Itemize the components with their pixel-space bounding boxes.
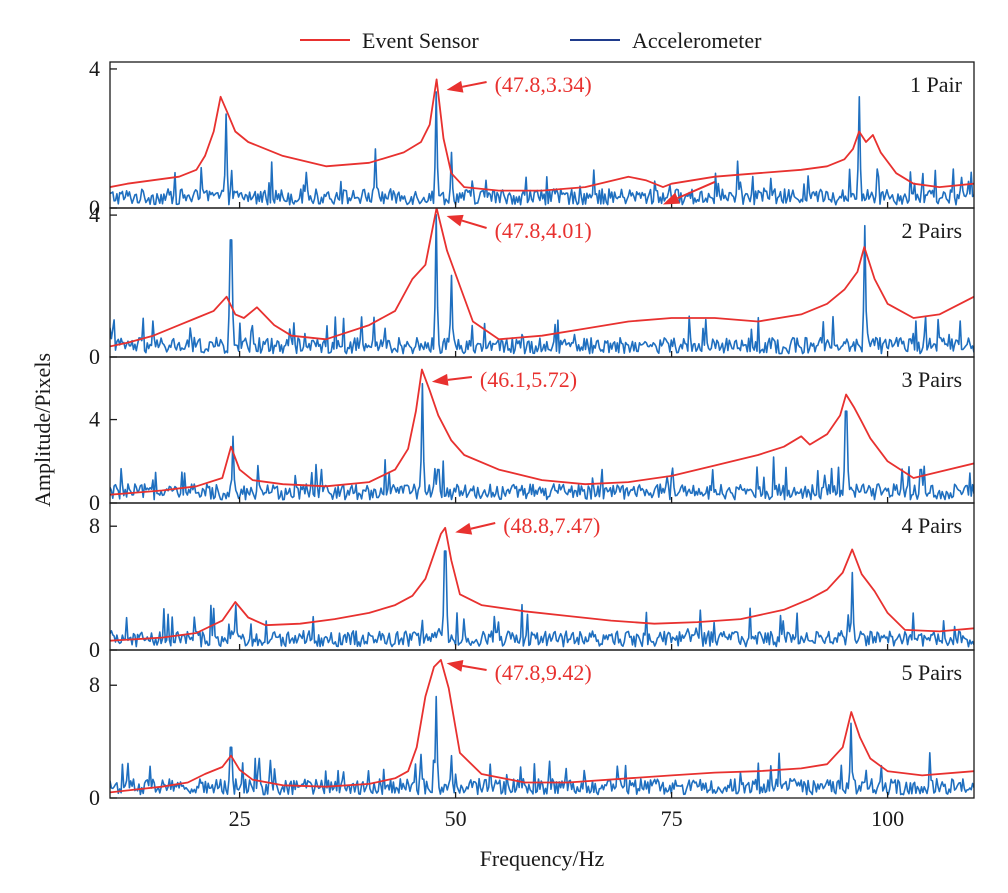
accelerometer-trace-3-pairs — [110, 382, 974, 501]
accelerometer-trace-5-pairs — [110, 695, 974, 796]
legend-label-accelerometer: Accelerometer — [632, 28, 762, 53]
panel-frame-5-pairs — [109, 649, 975, 799]
y-tick-label-3-pairs-4: 4 — [89, 407, 100, 432]
panel-2-pairs: 0 4 2 Pairs (47.8,4.01) — [89, 202, 975, 369]
panel-label-5-pairs: 5 Pairs — [902, 660, 963, 685]
panels: 041 Pair(47.8,3.34)042 Pairs(47.8,4.01)0… — [89, 56, 975, 810]
annotation-label-1-pair: (47.8,3.34) — [495, 72, 592, 97]
annotation-arrow-2-pairs — [461, 219, 487, 229]
series-event-sensor-4-pairs — [110, 526, 974, 642]
y-axis-title: Amplitude/Pixels — [30, 353, 55, 507]
annotation-arrow-secondary — [677, 181, 716, 200]
panel-label-2-pairs: 2 Pairs — [902, 218, 963, 243]
annotation-label-3-pairs: (46.1,5.72) — [480, 367, 577, 392]
accelerometer-trace-2-pairs — [110, 213, 974, 355]
y-tick-label-4-pairs-0: 0 — [89, 637, 100, 662]
annotation-arrowhead-secondary — [662, 192, 681, 205]
panel-label-4-pairs: 4 Pairs — [902, 513, 963, 538]
series-event-sensor-1-pair — [110, 78, 974, 192]
legend: Event Sensor Accelerometer — [300, 28, 762, 53]
panel-4-pairs: 0 8 4 Pairs (48.8,7.47) — [89, 502, 975, 662]
x-axis: 25 50 75 100 — [229, 806, 904, 831]
panel-3-pairs: 0 4 3 Pairs (46.1,5.72) — [89, 356, 975, 515]
x-axis-title: Frequency/Hz — [480, 846, 605, 871]
panel-label-1-pair: 1 Pair — [910, 72, 963, 97]
annotation-arrow-5-pairs — [462, 664, 487, 671]
y-tick-label-1-pair-4: 4 — [89, 56, 100, 81]
series-accelerometer-4-pairs — [110, 550, 974, 648]
annotation-arrow-3-pairs — [447, 376, 473, 381]
annotation-arrow-1-pair — [462, 81, 487, 88]
series-accelerometer-3-pairs — [110, 382, 974, 501]
annotation-arrowhead-5-pairs — [446, 659, 464, 672]
panel-1-pair: 0 4 1 Pair (47.8,3.34) — [89, 56, 975, 220]
panel-5-pairs: 0 8 5 Pairs (47.8,9.42) — [89, 649, 975, 810]
accelerometer-trace-4-pairs — [110, 550, 974, 648]
series-event-sensor-5-pairs — [110, 659, 974, 794]
annotation-arrowhead-1-pair — [446, 80, 464, 93]
x-tick-label-75: 75 — [661, 806, 683, 831]
y-tick-label-2-pairs-0: 0 — [89, 344, 100, 369]
series-event-sensor-2-pairs — [110, 208, 974, 348]
legend-label-event-sensor: Event Sensor — [362, 28, 479, 53]
series-event-sensor-3-pairs — [110, 368, 974, 496]
y-tick-label-1-pair-0: 0 — [89, 195, 100, 220]
y-tick-label-4-pairs-8: 8 — [89, 513, 100, 538]
y-tick-label-5-pairs-8: 8 — [89, 672, 100, 697]
x-tick-label-25: 25 — [229, 806, 251, 831]
series-accelerometer-1-pair — [110, 91, 974, 206]
series-accelerometer-5-pairs — [110, 695, 974, 796]
annotation-label-4-pairs: (48.8,7.47) — [503, 513, 600, 538]
annotation-arrowhead-2-pairs — [446, 214, 464, 227]
y-tick-label-2-pairs-4: 4 — [89, 202, 100, 227]
y-tick-label-5-pairs-0: 0 — [89, 785, 100, 810]
panel-label-3-pairs: 3 Pairs — [902, 367, 963, 392]
annotation-label-5-pairs: (47.8,9.42) — [495, 660, 592, 685]
annotation-arrowhead-4-pairs — [455, 522, 473, 535]
x-tick-label-100: 100 — [871, 806, 904, 831]
annotation-label-2-pairs: (47.8,4.01) — [495, 218, 592, 243]
accelerometer-trace-1-pair — [110, 91, 974, 206]
y-tick-label-3-pairs-0: 0 — [89, 490, 100, 515]
x-tick-label-50: 50 — [445, 806, 467, 831]
series-accelerometer-2-pairs — [110, 213, 974, 355]
annotation-arrow-4-pairs — [470, 522, 496, 530]
annotation-arrowhead-3-pairs — [431, 373, 449, 386]
